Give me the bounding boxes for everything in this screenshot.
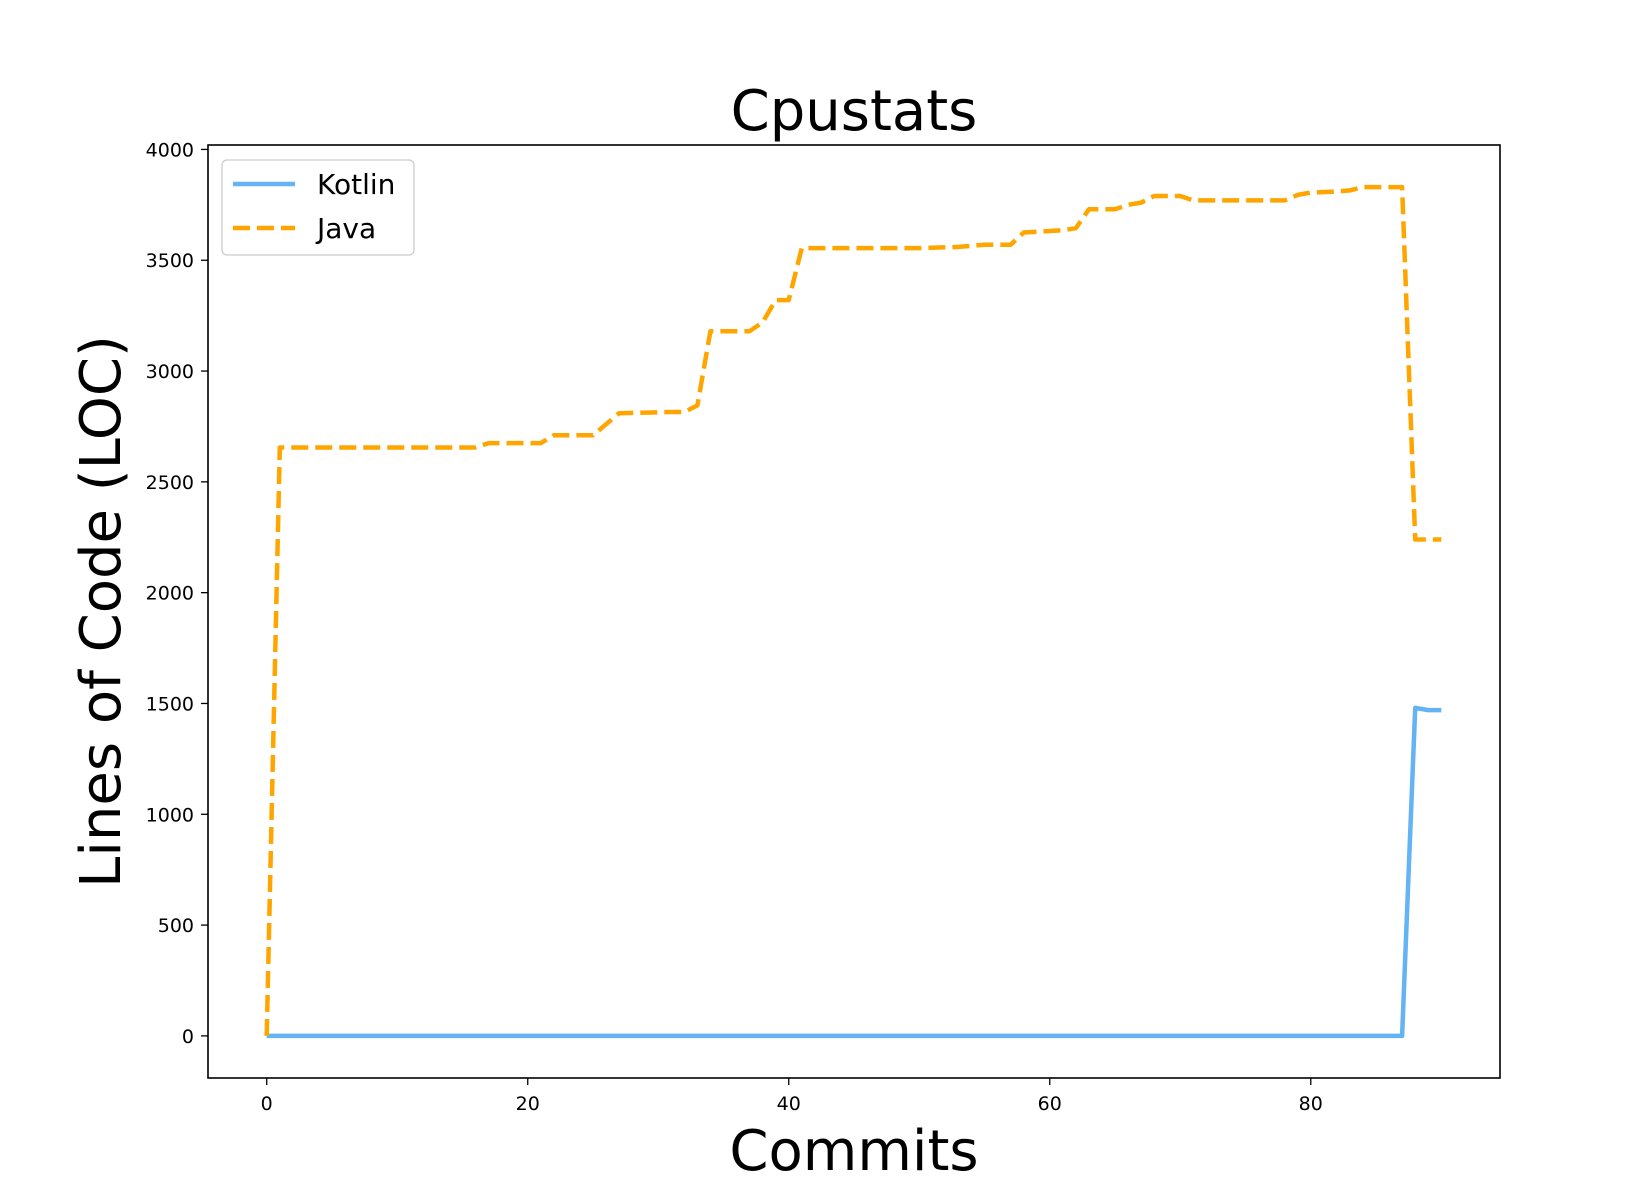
- y-tick-label: 0: [182, 1026, 194, 1048]
- series-line-kotlin: [266, 705, 1442, 1039]
- x-axis-ticks: 0 20 40 60 80: [261, 1078, 1323, 1115]
- y-tick-label: 4000: [146, 139, 194, 161]
- y-tick-label: 3500: [146, 250, 194, 272]
- y-tick-label: 1000: [146, 804, 194, 826]
- series-layer: [264, 184, 1442, 1039]
- legend: Kotlin Java: [221, 159, 415, 256]
- legend-label-java: Java: [315, 212, 376, 245]
- x-tick-label: 20: [516, 1093, 540, 1115]
- x-tick-label: 80: [1299, 1093, 1323, 1115]
- plot-frame: [207, 144, 1501, 1079]
- x-tick-label: 40: [777, 1093, 801, 1115]
- chart-title: Cpustats: [731, 79, 978, 144]
- y-axis-ticks: 0 500 1000 1500 2000 2500 3000 3500 4000: [146, 139, 208, 1048]
- y-tick-label: 3000: [146, 361, 194, 383]
- x-axis-label: Commits: [729, 1119, 978, 1184]
- y-axis-label: Lines of Code (LOC): [69, 335, 134, 888]
- legend-label-kotlin: Kotlin: [317, 168, 395, 201]
- x-tick-label: 60: [1038, 1093, 1062, 1115]
- x-tick-label: 0: [261, 1093, 273, 1115]
- y-tick-label: 1500: [146, 693, 194, 715]
- y-tick-label: 2500: [146, 472, 194, 494]
- y-tick-label: 500: [158, 915, 194, 937]
- y-tick-label: 2000: [146, 583, 194, 605]
- series-line-java: [264, 184, 1442, 1036]
